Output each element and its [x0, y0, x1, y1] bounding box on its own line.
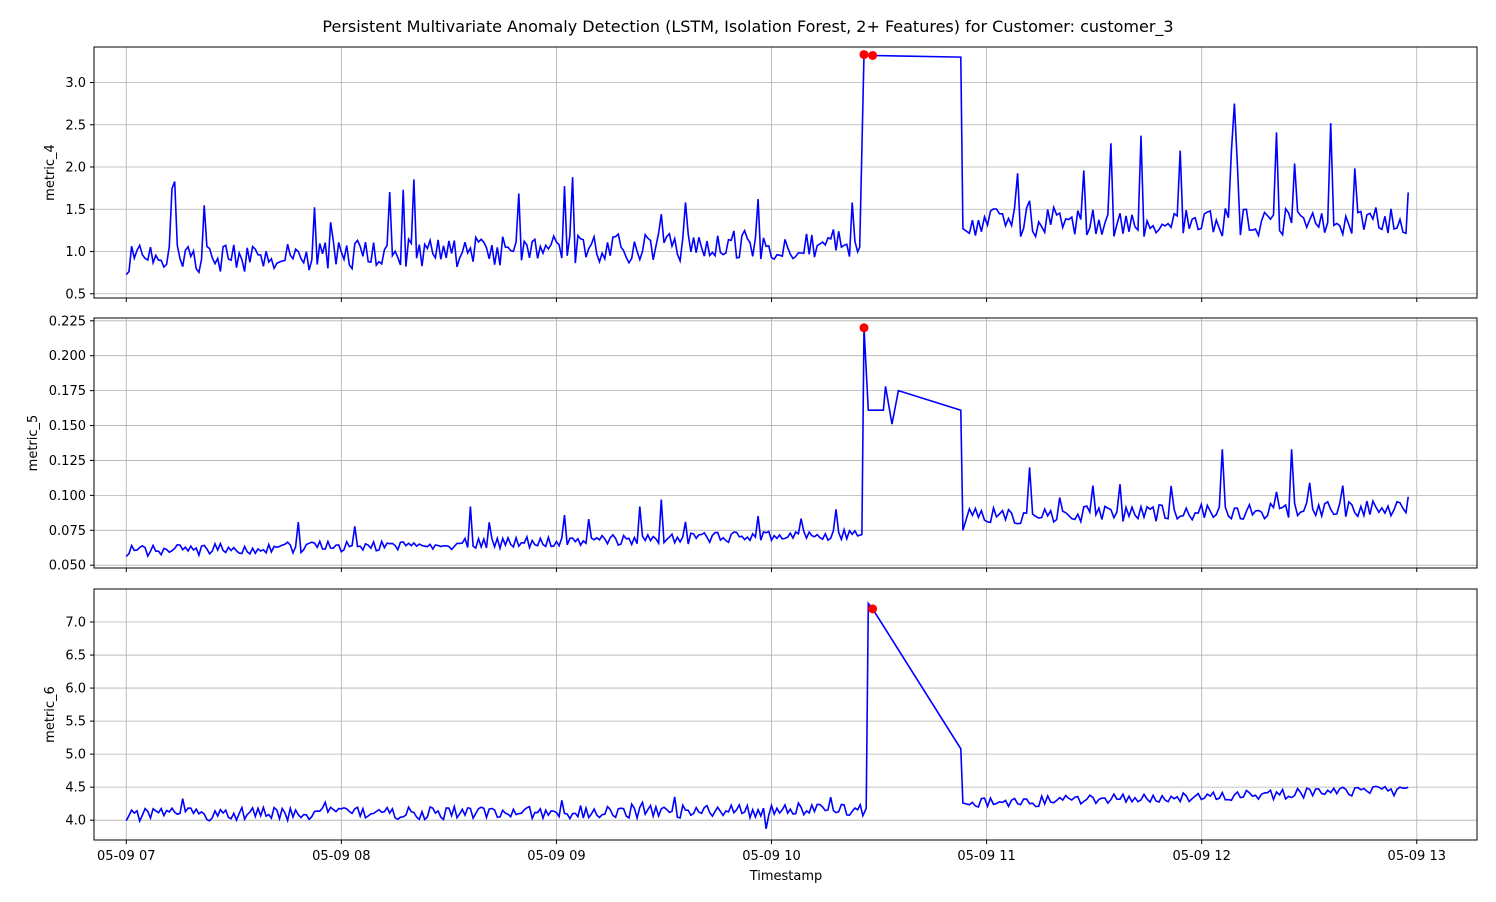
anomaly-point	[859, 323, 869, 333]
x-tick-label: 05-09 09	[527, 849, 585, 864]
panel-frame	[93, 46, 1478, 299]
y-tick-label: 1.0	[65, 245, 86, 260]
x-tick-label: 05-09 11	[957, 849, 1015, 864]
y-tick-label: 0.150	[49, 419, 86, 434]
y-tick-label: 2.5	[65, 118, 86, 133]
y-tick-label: 5.0	[65, 748, 86, 763]
x-axis-label: Timestamp	[749, 869, 823, 884]
y-axis-label: metric_5	[26, 415, 41, 472]
y-tick-label: 7.0	[65, 616, 86, 631]
panel-3: 4.0 4.5 5.0 5.5 6.0 6.5 7.0 05-09 07 05-09 08 05-…	[43, 588, 1478, 864]
y-tick-label: 0.200	[49, 349, 86, 364]
y-axis-label: metric_6	[43, 686, 58, 743]
y-tick-label: 0.125	[49, 454, 86, 469]
panel-frame	[93, 588, 1478, 841]
y-tick-label: 0.5	[65, 287, 86, 302]
anomaly-point	[868, 50, 878, 60]
y-tick-label: 6.0	[65, 682, 86, 697]
y-tick-label: 3.0	[65, 76, 86, 91]
chart-panels: 0.5 1.0 1.5 2.0 2.5 3.0 metric_4 0.050 0.075 0.10…	[26, 46, 1478, 864]
y-tick-label: 5.5	[65, 715, 86, 730]
series-line-metric_5	[125, 327, 1409, 559]
panel-frame	[93, 317, 1478, 569]
y-tick-label: 4.5	[65, 781, 86, 796]
y-tick-label: 0.075	[49, 524, 86, 539]
x-tick-label: 05-09 10	[742, 849, 800, 864]
x-tick-label: 05-09 08	[312, 849, 370, 864]
x-tick-label: 05-09 12	[1172, 849, 1230, 864]
x-tick-label: 05-09 13	[1388, 849, 1446, 864]
anomaly-point	[868, 604, 878, 614]
y-tick-label: 1.5	[65, 203, 86, 218]
series-line-metric_6	[125, 601, 1409, 829]
y-tick-label: 4.0	[65, 814, 86, 829]
y-tick-label: 0.050	[49, 559, 86, 574]
anomaly-point	[859, 50, 869, 60]
y-tick-label: 0.225	[49, 314, 86, 329]
y-tick-label: 0.100	[49, 489, 86, 504]
y-axis-label: metric_4	[43, 144, 58, 201]
y-tick-label: 2.0	[65, 161, 86, 176]
chart-title: Persistent Multivariate Anomaly Detectio…	[322, 17, 1173, 37]
y-tick-label: 0.175	[49, 384, 86, 399]
panel-2: 0.050 0.075 0.100 0.125 0.150 0.175 0.200 0.225…	[26, 314, 1478, 574]
x-tick-label: 05-09 07	[97, 849, 155, 864]
y-tick-label: 6.5	[65, 649, 86, 664]
series-line-metric_4	[125, 53, 1409, 276]
panel-1: 0.5 1.0 1.5 2.0 2.5 3.0 metric_4	[43, 46, 1478, 302]
